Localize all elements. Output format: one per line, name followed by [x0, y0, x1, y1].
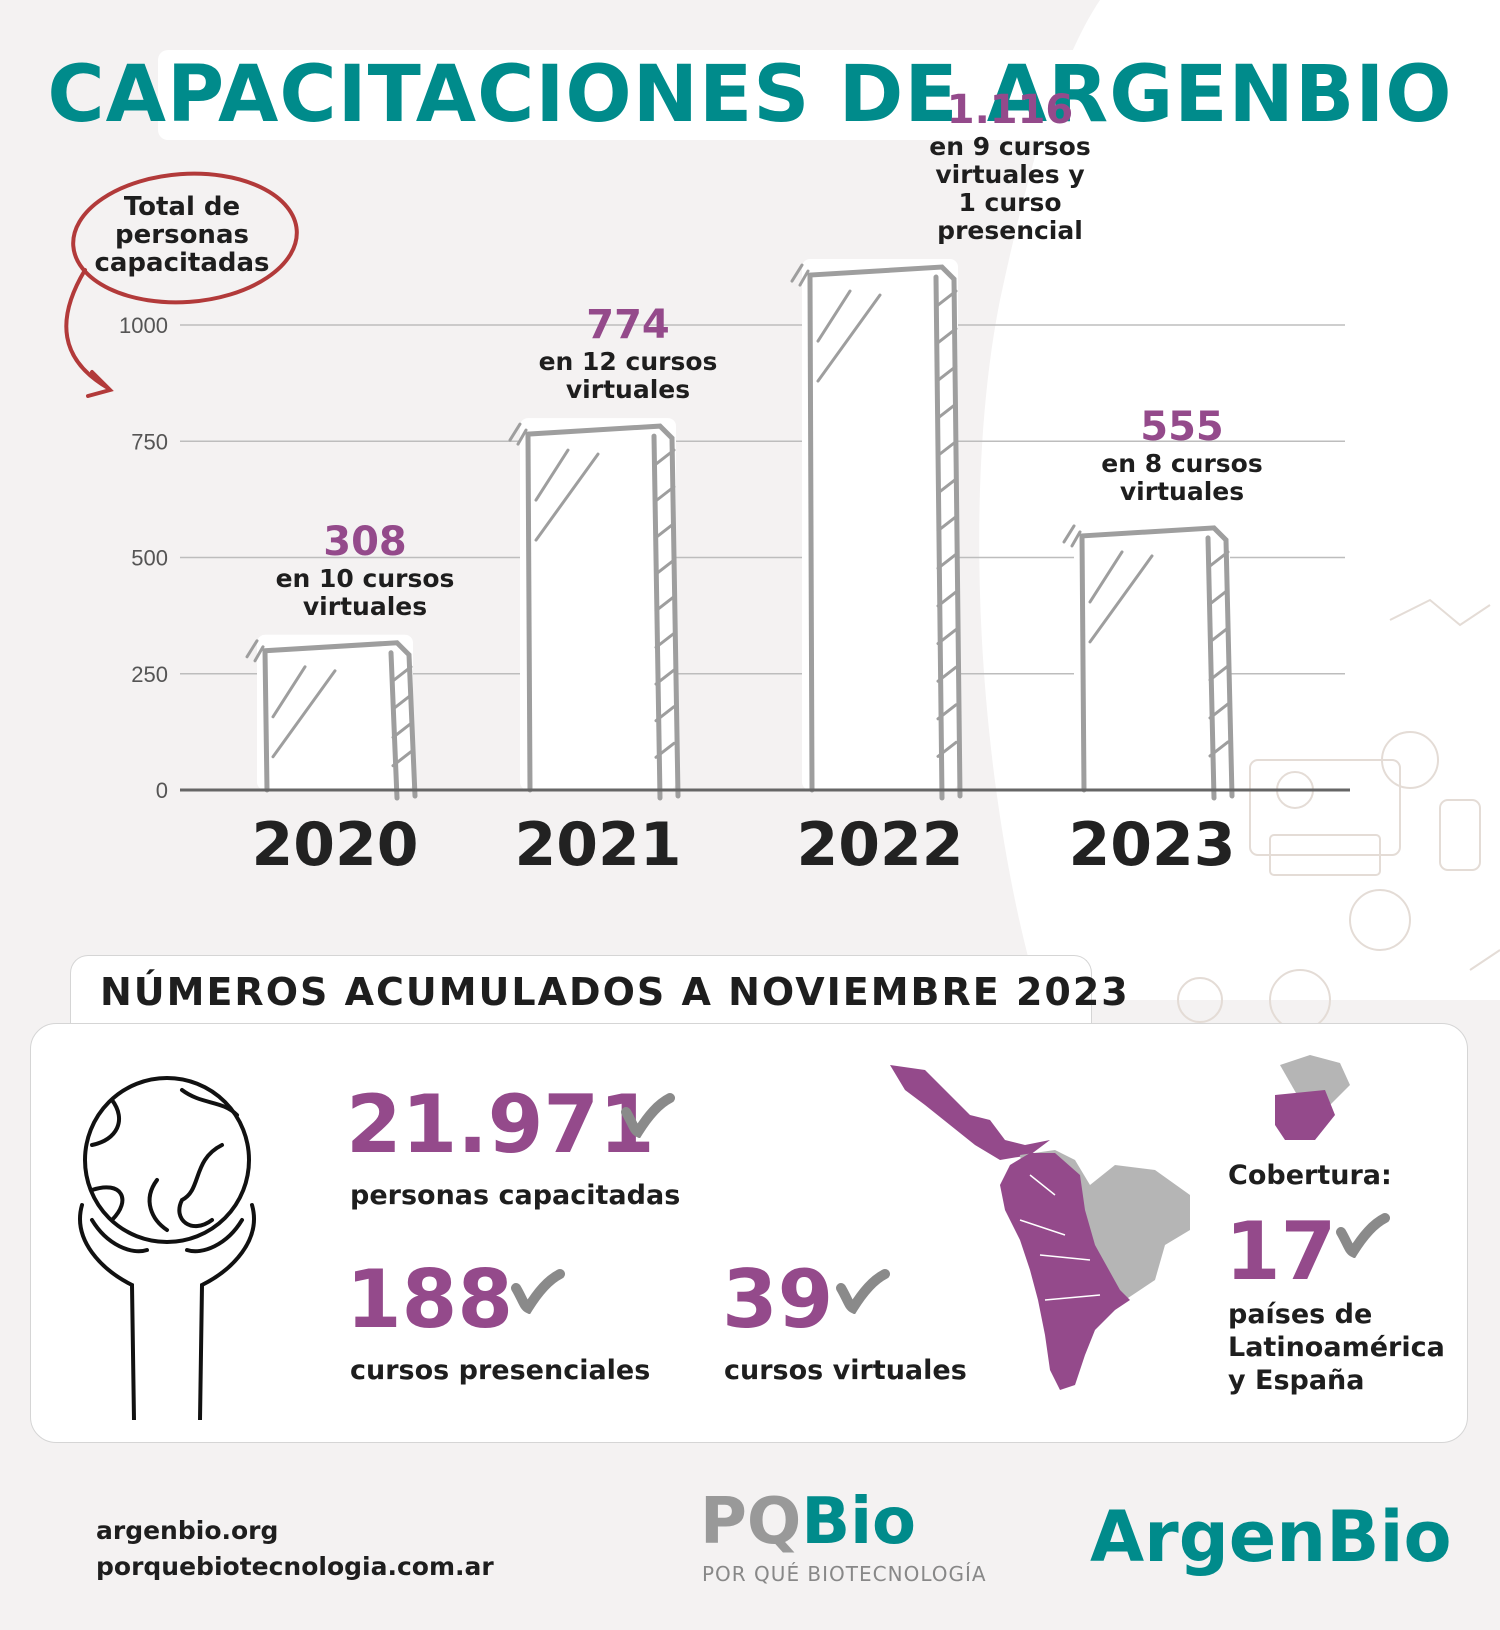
data-label: 1.116: [947, 87, 1074, 133]
summary-panel: [30, 1023, 1468, 1443]
coverage-label: países de Latinoamérica y España: [1228, 1299, 1445, 1396]
argenbio-logo: ArgenBio: [1090, 1496, 1452, 1578]
y-tick-label: 500: [131, 546, 168, 571]
y-tick-label: 750: [131, 429, 168, 454]
footer-link-argenbio[interactable]: argenbio.org: [96, 1516, 279, 1545]
y-axis-title-line: Total de: [124, 192, 240, 222]
total-people-label: personas capacitadas: [350, 1180, 681, 1211]
data-annotation: virtuales y: [935, 160, 1084, 189]
pqbio-logo-pq: PQ: [700, 1485, 802, 1559]
check-icon: [836, 1269, 890, 1314]
bar-2021: [508, 422, 681, 801]
pqbio-logo-bio: Bio: [801, 1485, 916, 1559]
red-circle-annotation-icon: [71, 171, 299, 305]
data-label: 555: [1140, 404, 1224, 450]
globe-in-hands-icon: [78, 1076, 256, 1420]
virtual-courses-label: cursos virtuales: [724, 1355, 967, 1386]
y-axis-title-line: personas: [115, 220, 249, 250]
data-annotation: en 12 cursos: [539, 347, 718, 376]
y-tick-label: 0: [156, 778, 168, 803]
data-annotation: en 8 cursos: [1101, 449, 1262, 478]
data-annotation: virtuales: [566, 375, 690, 404]
page-title: CAPACITACIONES DE ARGENBIO: [47, 50, 1453, 140]
bar-backdrop: [802, 259, 958, 790]
latin-america-spain-map-icon: [890, 1055, 1350, 1390]
data-annotation: presencial: [937, 216, 1083, 245]
in-person-courses-value: 188: [346, 1253, 513, 1346]
in-person-courses-label: cursos presenciales: [350, 1355, 651, 1386]
bar-backdrop: [1074, 519, 1230, 790]
x-tick-label: 2023: [1069, 810, 1236, 880]
data-annotation: en 9 cursos: [929, 132, 1090, 161]
x-tick-label: 2020: [252, 810, 419, 880]
bar-2022: [790, 263, 963, 801]
y-tick-label: 250: [131, 662, 168, 687]
data-label: 308: [323, 519, 407, 565]
bar-backdrop: [257, 634, 413, 790]
virtual-courses-value: 39: [722, 1253, 834, 1346]
x-tick-label: 2022: [797, 810, 964, 880]
data-annotation: virtuales: [1120, 477, 1244, 506]
pqbio-logo: PQBio: [700, 1490, 916, 1554]
y-axis-title-line: capacitadas: [94, 248, 269, 278]
total-people-value: 21.971: [346, 1078, 655, 1171]
footer-link-porquebiotecnologia[interactable]: porquebiotecnologia.com.ar: [96, 1552, 494, 1581]
section-title: NÚMEROS ACUMULADOS A NOVIEMBRE 2023: [100, 970, 1130, 1014]
check-icon: [1336, 1213, 1390, 1258]
bar-2020: [245, 639, 418, 801]
check-icon: [511, 1269, 565, 1314]
data-annotation: 1 curso: [958, 188, 1061, 217]
data-label: 774: [586, 302, 670, 348]
title-background: [158, 50, 1310, 140]
section-tab: [70, 955, 1092, 1036]
check-icon: [621, 1093, 675, 1138]
bar-2023: [1062, 524, 1235, 801]
pqbio-tagline: POR QUÉ BIOTECNOLOGÍA: [702, 1562, 987, 1586]
data-annotation: virtuales: [303, 592, 427, 621]
data-annotation: en 10 cursos: [276, 564, 455, 593]
coverage-heading: Cobertura:: [1228, 1160, 1392, 1191]
doodle-decorations-icon: [1177, 598, 1500, 1031]
red-arrow-icon: [64, 268, 114, 398]
y-axis-title-annotation: Total de personas capacitadas: [64, 171, 299, 398]
y-tick-label: 1000: [119, 313, 168, 338]
x-tick-label: 2021: [515, 810, 682, 880]
coverage-value: 17: [1225, 1205, 1337, 1298]
bar-backdrop: [520, 418, 676, 790]
